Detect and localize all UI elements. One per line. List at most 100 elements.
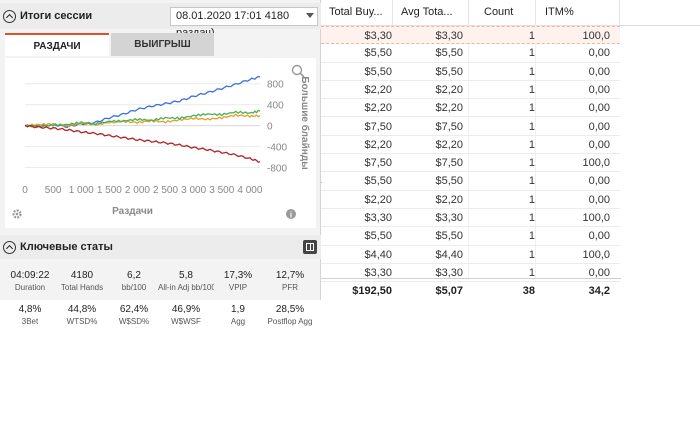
key-stats-header: Ключевые статы xyxy=(0,235,321,259)
row-avg-total: $5,50 xyxy=(435,47,463,60)
stat-value: 4180 xyxy=(70,270,94,281)
row-itm: 0,00 xyxy=(588,47,610,60)
results-table: Total Buy... Avg Tota... Count ITM% $3,3… xyxy=(316,0,700,300)
stat-label: 3Bet xyxy=(21,317,39,326)
stat-value: 1,9 xyxy=(231,304,245,315)
table-header: Total Buy... Avg Tota... Count ITM% xyxy=(321,0,700,26)
itm-sum: 34,2 xyxy=(588,285,610,297)
x-tick-label: 4 000 xyxy=(237,185,262,196)
series-line xyxy=(24,75,261,129)
stat-label: All-in Adj bb/100 xyxy=(158,283,214,292)
row-avg-total: $4,40 xyxy=(435,248,463,261)
row-total-buyin: $5,50 xyxy=(364,175,392,188)
stat-value: 62,4% xyxy=(119,304,149,315)
stat-label: PFR xyxy=(282,283,298,292)
row-avg-total: $7,50 xyxy=(435,120,463,133)
tab-winnings[interactable]: ВЫИГРЫШ xyxy=(111,33,214,56)
stat-value: 28,5% xyxy=(275,304,305,315)
row-total-buyin: $7,50 xyxy=(364,120,392,133)
session-summary-header: Итоги сессии 08.01.2020 17:01 4180 разда… xyxy=(0,3,321,39)
row-count: 1 xyxy=(528,83,535,96)
row-total-buyin: $3,30 xyxy=(364,30,392,42)
row-count: 1 xyxy=(528,138,535,151)
session-panel: Итоги сессии 08.01.2020 17:01 4180 разда… xyxy=(0,0,321,326)
row-itm: 100,0 xyxy=(582,157,610,170)
table-row[interactable]: $2,20 $2,20 1 0,00 xyxy=(321,136,620,155)
zoom-icon[interactable] xyxy=(291,64,303,76)
row-itm: 0,00 xyxy=(588,138,610,151)
row-count: 1 xyxy=(528,175,535,188)
stat-value: 5,8 xyxy=(179,270,193,281)
stat-label: W$SD% xyxy=(118,317,150,326)
row-itm: 0,00 xyxy=(588,230,610,243)
col-header-count[interactable]: Count xyxy=(484,6,514,18)
row-total-buyin: $5,50 xyxy=(364,65,392,78)
collapse-chevron-icon[interactable] xyxy=(3,10,16,23)
row-count: 1 xyxy=(528,157,535,170)
stat-value: 12,7% xyxy=(275,270,305,281)
row-count: 1 xyxy=(528,102,535,115)
row-count: 1 xyxy=(528,212,535,224)
col-header-avg-total[interactable]: Avg Tota... xyxy=(401,6,453,18)
stat-value: 46,9% xyxy=(171,304,201,315)
row-itm: 0,00 xyxy=(588,65,610,78)
table-row[interactable]: $2,20 $2,20 1 0,00 xyxy=(321,191,620,209)
stat-value: 6,2 xyxy=(127,270,141,281)
layout-toggle-icon[interactable] xyxy=(303,240,317,254)
row-count: 1 xyxy=(528,47,535,60)
row-total-buyin: $4,40 xyxy=(364,248,392,261)
row-count: 1 xyxy=(528,30,535,42)
row-avg-total: $2,20 xyxy=(435,138,463,151)
row-avg-total: $7,50 xyxy=(435,157,463,170)
info-icon[interactable] xyxy=(286,209,296,219)
row-total-buyin: $3,30 xyxy=(364,212,392,224)
x-tick-label: 3 000 xyxy=(181,185,206,196)
row-total-buyin: $2,20 xyxy=(364,138,392,151)
table-row[interactable]: $3,30 $3,30 1 100,0 xyxy=(321,26,620,45)
row-count: 1 xyxy=(528,193,535,206)
row-total-buyin: $5,50 xyxy=(364,47,392,60)
col-header-itm[interactable]: ITM% xyxy=(545,6,574,18)
row-count: 1 xyxy=(528,248,535,261)
row-avg-total: $3,30 xyxy=(435,212,463,224)
series-line xyxy=(24,113,261,128)
stat-label: Agg xyxy=(230,317,246,326)
table-row[interactable]: $5,50 $5,50 1 0,00 xyxy=(321,44,620,63)
collapse-chevron-icon[interactable] xyxy=(3,241,16,254)
y-tick-label: -400 xyxy=(267,143,287,154)
x-tick-label: 500 xyxy=(45,185,62,196)
series-line xyxy=(24,124,261,163)
row-total-buyin: $2,20 xyxy=(364,193,392,206)
session-select[interactable]: 08.01.2020 17:01 4180 раздач) xyxy=(170,7,318,39)
table-row[interactable]: $7,50 $7,50 1 100,0 xyxy=(321,154,620,173)
x-tick-label: 1 500 xyxy=(97,185,122,196)
row-itm: 0,00 xyxy=(588,266,610,279)
row-itm: 0,00 xyxy=(588,193,610,206)
tab-hands[interactable]: РАЗДАЧИ xyxy=(5,33,109,56)
total-buyin-sum: $192,50 xyxy=(352,285,392,297)
col-header-total-buyin[interactable]: Total Buy... xyxy=(329,6,383,18)
row-itm: 0,00 xyxy=(588,120,610,133)
gear-icon[interactable] xyxy=(12,209,22,219)
row-total-buyin: $2,20 xyxy=(364,102,392,115)
y-tick-label: 0 xyxy=(267,122,273,133)
row-count: 1 xyxy=(528,230,535,243)
row-avg-total: $3,30 xyxy=(435,266,463,279)
session-summary-title: Итоги сессии xyxy=(20,10,93,22)
row-count: 1 xyxy=(528,65,535,78)
table-row[interactable]: $3,30 $3,30 1 0,00 xyxy=(321,264,620,283)
chevron-down-icon xyxy=(306,13,314,18)
col-divider xyxy=(619,0,620,25)
row-itm: 0,00 xyxy=(588,83,610,96)
x-tick-label: 3 500 xyxy=(209,185,234,196)
row-avg-total: $2,20 xyxy=(435,193,463,206)
